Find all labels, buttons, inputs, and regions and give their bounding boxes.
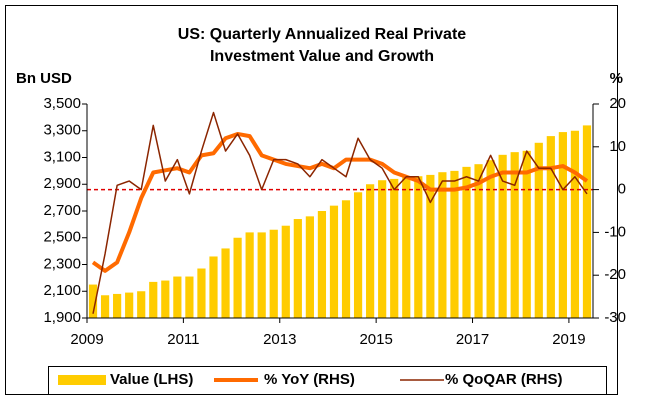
y2-axis-label: %	[610, 70, 623, 87]
bar	[125, 292, 134, 318]
y2-tick-label: -10	[604, 223, 626, 240]
bar	[245, 232, 254, 318]
y-tick-label: 2,500	[43, 229, 81, 246]
y2-tick-label: -30	[604, 309, 626, 326]
bar	[305, 216, 314, 318]
bar	[149, 281, 158, 318]
bar	[570, 130, 580, 318]
bar	[221, 248, 230, 318]
y-tick-label: 3,300	[43, 122, 81, 139]
x-tick-label: 2017	[456, 331, 489, 348]
bar	[462, 166, 471, 318]
y-tick-label: 3,100	[43, 148, 81, 165]
y-tick-label: 3,500	[43, 95, 81, 112]
bar	[257, 232, 266, 318]
y-tick-label: 2,300	[43, 255, 81, 272]
legend-label: % YoY (RHS)	[264, 371, 355, 388]
bar	[88, 284, 98, 318]
bar	[426, 174, 435, 318]
y2-tick-label: 20	[609, 95, 626, 112]
bar	[582, 125, 592, 319]
bar	[185, 276, 194, 318]
y2-tick-label: 0	[618, 181, 626, 198]
y2-tick-label: -20	[604, 266, 626, 283]
chart-title: US: Quarterly Annualized Real Private	[178, 26, 466, 43]
bar	[341, 200, 351, 318]
y-tick-label: 2,900	[43, 175, 81, 192]
x-tick-label: 2015	[359, 331, 392, 348]
legend-label: Value (LHS)	[110, 371, 193, 388]
bar	[197, 268, 206, 318]
bar	[474, 164, 483, 318]
bar	[100, 295, 110, 318]
bar	[402, 177, 411, 318]
y-axis-label: Bn USD	[16, 70, 72, 87]
bar	[390, 178, 399, 318]
bar	[329, 205, 339, 318]
bar	[486, 160, 495, 318]
bar	[510, 152, 519, 318]
bar	[378, 180, 387, 318]
x-tick-label: 2011	[167, 331, 199, 348]
y-tick-label: 2,100	[43, 282, 81, 299]
bar	[281, 225, 290, 318]
legend-box	[48, 366, 607, 395]
bar	[137, 291, 146, 318]
bar	[209, 256, 218, 318]
bar	[558, 132, 567, 318]
bar	[293, 219, 302, 318]
bar	[546, 136, 555, 318]
x-tick-label: 2009	[70, 331, 103, 348]
bar	[366, 184, 375, 318]
y-tick-label: 1,900	[43, 309, 81, 326]
line-series	[91, 131, 589, 273]
bar	[317, 211, 327, 318]
bar	[161, 280, 170, 318]
bar	[450, 170, 459, 318]
bar	[534, 142, 543, 318]
x-tick-label: 2013	[263, 331, 296, 348]
legend-swatch	[58, 375, 106, 385]
bar	[353, 192, 363, 318]
bar	[522, 150, 531, 318]
bar	[173, 276, 182, 318]
y-tick-label: 2,700	[43, 202, 81, 219]
bar	[438, 172, 447, 318]
bar	[498, 154, 507, 318]
bar	[269, 229, 278, 318]
line-series	[92, 111, 588, 314]
chart-title: Investment Value and Growth	[210, 48, 434, 65]
y2-tick-label: 10	[609, 138, 626, 155]
bar	[414, 176, 423, 318]
x-tick-label: 2019	[552, 331, 585, 348]
bar	[233, 237, 242, 318]
bar	[113, 293, 122, 318]
legend-label: % QoQAR (RHS)	[445, 371, 563, 388]
